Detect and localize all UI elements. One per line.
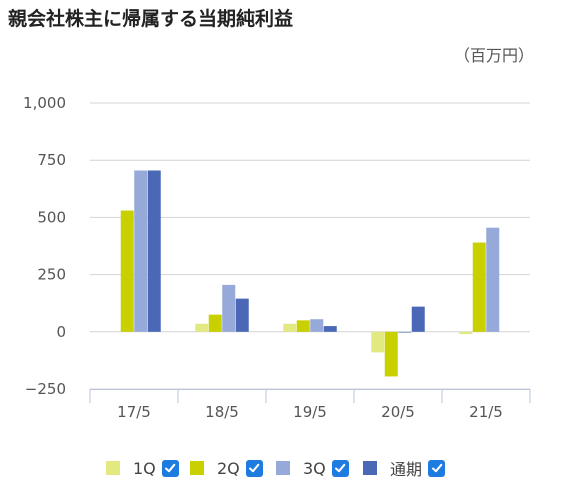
legend-swatch: [190, 461, 204, 475]
legend: 1Q 2Q 3Q 通期: [0, 455, 566, 481]
legend-checkbox[interactable]: [245, 459, 263, 477]
legend-swatch: [276, 461, 290, 475]
legend-label: 通期: [390, 460, 423, 479]
bar-3Q-18/5[interactable]: [222, 284, 236, 332]
bar-通期-18/5[interactable]: [235, 298, 249, 332]
y-axis-ticks: 1,000 750 500 250 0 −250: [23, 94, 66, 398]
check-icon: [165, 463, 176, 473]
bar-2Q-20/5[interactable]: [384, 331, 398, 377]
legend-checkbox[interactable]: [428, 459, 446, 477]
x-tick-label: 21/5: [469, 403, 503, 421]
legend-item[interactable]: 2Q: [190, 455, 263, 481]
bar-通期-19/5[interactable]: [323, 326, 337, 332]
bar-3Q-21/5[interactable]: [486, 227, 500, 332]
y-tick-label: 500: [37, 208, 66, 226]
bar-2Q-21/5[interactable]: [472, 242, 486, 332]
bar-1Q-18/5[interactable]: [195, 323, 209, 332]
unit-label: （百万円）: [453, 46, 534, 65]
x-axis: 17/5 18/5 19/5 20/5 21/5: [89, 389, 531, 421]
y-tick-label: −250: [25, 380, 66, 398]
check-icon: [249, 463, 260, 473]
bar-2Q-18/5[interactable]: [208, 314, 222, 332]
x-tick-label: 18/5: [205, 403, 239, 421]
y-tick-label: 750: [37, 151, 66, 169]
bar-1Q-19/5[interactable]: [283, 323, 297, 332]
bar-2Q-19/5[interactable]: [296, 320, 310, 332]
y-tick-label: 0: [56, 323, 66, 341]
bar-2Q-17/5[interactable]: [120, 210, 134, 332]
bar-3Q-20/5[interactable]: [398, 331, 412, 333]
bar-1Q-21/5[interactable]: [459, 331, 473, 335]
legend-checkbox[interactable]: [161, 459, 179, 477]
bar-1Q-20/5[interactable]: [371, 331, 385, 353]
bar-通期-17/5[interactable]: [147, 170, 161, 332]
check-icon: [335, 463, 346, 473]
legend-item[interactable]: 1Q: [106, 455, 179, 481]
bar-chart: 1,000 750 500 250 0 −250 17/5 18/5 19/5 20/5 21/5: [23, 94, 531, 421]
chart-title: 親会社株主に帰属する当期純利益: [8, 8, 294, 30]
x-tick-label: 20/5: [381, 403, 415, 421]
x-tick-label: 17/5: [117, 403, 151, 421]
y-tick-label: 1,000: [23, 94, 66, 112]
legend-item[interactable]: 通期: [363, 455, 446, 481]
legend-checkbox[interactable]: [331, 459, 349, 477]
bar-3Q-19/5[interactable]: [310, 319, 324, 332]
legend-label: 1Q: [133, 458, 156, 478]
bars: [120, 170, 500, 377]
legend-label: 2Q: [217, 458, 240, 478]
legend-label: 3Q: [303, 458, 326, 478]
y-tick-label: 250: [37, 266, 66, 284]
legend-swatch: [363, 461, 377, 475]
x-tick-label: 19/5: [293, 403, 327, 421]
check-icon: [431, 463, 442, 473]
legend-item[interactable]: 3Q: [276, 455, 349, 481]
legend-swatch: [106, 461, 120, 475]
bar-3Q-17/5[interactable]: [134, 170, 148, 332]
bar-通期-20/5[interactable]: [411, 306, 425, 332]
